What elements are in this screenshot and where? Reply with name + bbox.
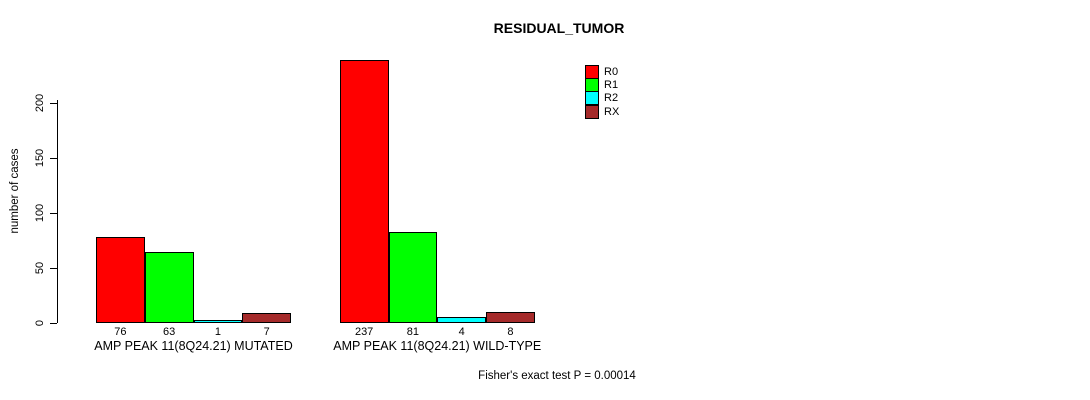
bar-r2-group2 xyxy=(437,316,486,323)
bar-value-label: 237 xyxy=(354,326,374,338)
legend-label: R1 xyxy=(604,79,619,92)
legend-swatch-icon xyxy=(585,91,599,106)
y-tick-mark xyxy=(50,102,57,104)
legend-item-r2: R2 xyxy=(585,91,619,106)
category-label: AMP PEAK 11(8Q24.21) MUTATED xyxy=(94,339,293,353)
bar-r1-group1 xyxy=(144,251,194,323)
bar-value-label: 4 xyxy=(458,326,465,338)
y-axis-label: number of cases xyxy=(9,148,21,234)
legend-label: R2 xyxy=(604,92,619,105)
bar-rx-group1 xyxy=(242,313,291,323)
legend-item-r1: R1 xyxy=(585,78,619,93)
bar-r1-group2 xyxy=(388,231,438,323)
y-tick-mark xyxy=(50,157,57,159)
legend-label: RX xyxy=(604,105,620,118)
bar-value-label: 1 xyxy=(214,326,221,338)
y-tick-label: 200 xyxy=(34,93,46,113)
y-tick-label: 0 xyxy=(34,319,46,327)
y-tick-label: 100 xyxy=(34,203,46,223)
y-tick-label: 150 xyxy=(34,148,46,168)
legend-swatch-icon xyxy=(585,78,599,93)
bar-rx-group2 xyxy=(486,312,535,323)
legend-item-r0: R0 xyxy=(585,64,619,79)
category-label: AMP PEAK 11(8Q24.21) WILD-TYPE xyxy=(333,339,542,353)
legend: R0 R1 R2 RX xyxy=(585,64,620,119)
bar-value-label: 81 xyxy=(406,326,419,338)
bar-value-label: 7 xyxy=(263,326,270,338)
y-tick-mark xyxy=(50,322,57,324)
y-axis-line xyxy=(57,100,58,323)
chart-title: RESIDUAL_TUMOR xyxy=(493,20,625,36)
legend-label: R0 xyxy=(604,65,619,78)
bar-value-label: 8 xyxy=(507,326,514,338)
bar-value-label: 76 xyxy=(114,326,127,338)
bar-r2-group1 xyxy=(193,319,243,323)
legend-item-rx: RX xyxy=(585,104,620,119)
bar-value-label: 63 xyxy=(163,326,176,338)
bar-r0-group2 xyxy=(339,60,389,323)
stat-annotation: Fisher's exact test P = 0.00014 xyxy=(478,370,636,382)
bar-r0-group1 xyxy=(96,237,145,323)
y-tick-mark xyxy=(50,212,57,214)
legend-swatch-icon xyxy=(585,64,599,79)
y-tick-label: 50 xyxy=(34,261,46,275)
y-tick-mark xyxy=(50,267,57,269)
legend-swatch-icon xyxy=(585,104,599,119)
